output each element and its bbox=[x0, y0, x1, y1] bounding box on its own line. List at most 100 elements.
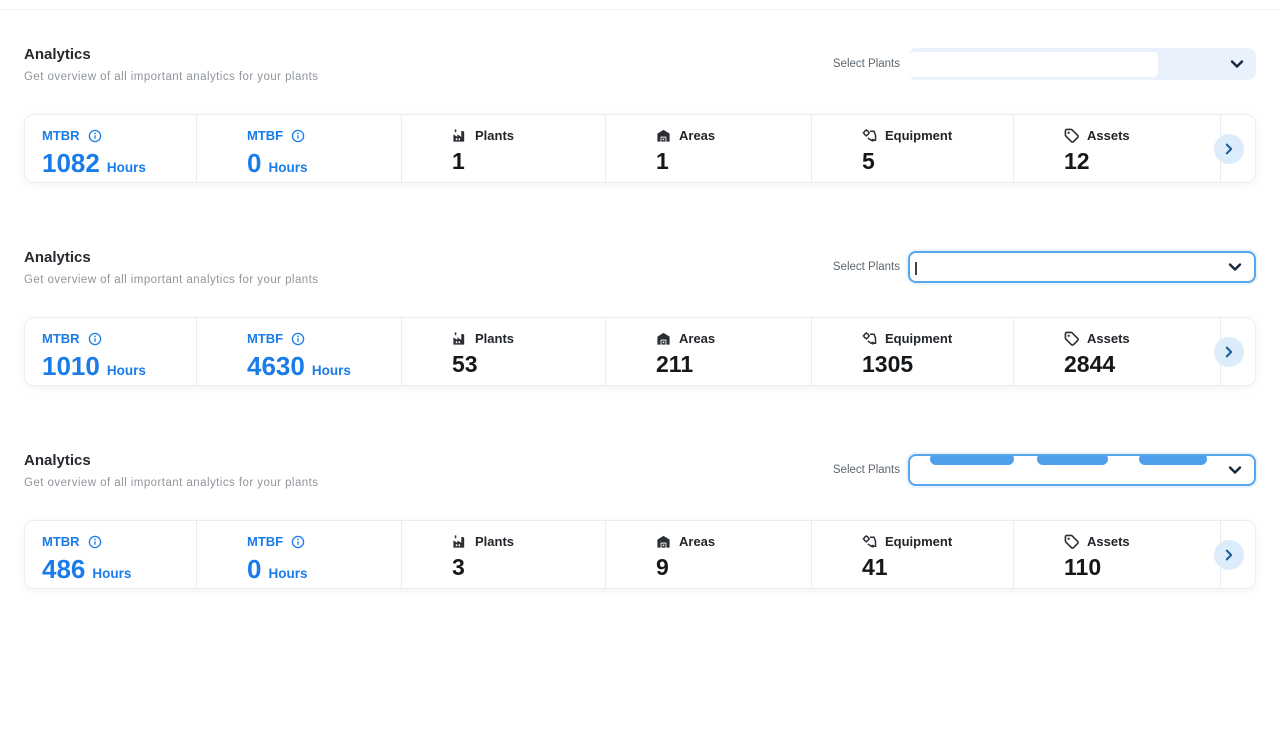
warehouse-icon bbox=[656, 128, 671, 143]
chevron-down-icon[interactable] bbox=[1227, 259, 1243, 275]
section-header: Analytics Get overview of all important … bbox=[24, 249, 318, 286]
hours-unit: Hours bbox=[106, 160, 146, 175]
analytics-summary-card: MTBR 1082 Hours MTBF 0 Hours Plants bbox=[24, 114, 1256, 183]
chevron-down-icon[interactable] bbox=[1227, 462, 1243, 478]
machine-icon bbox=[862, 534, 877, 549]
tag-icon bbox=[1064, 128, 1079, 143]
section-header: Analytics Get overview of all important … bbox=[24, 46, 318, 83]
mtbr-label: MTBR bbox=[42, 331, 80, 346]
select-plants-label: Select Plants bbox=[832, 464, 900, 476]
assets-label: Assets bbox=[1087, 128, 1130, 143]
select-plants-dropdown[interactable] bbox=[908, 251, 1256, 283]
tag-icon bbox=[1064, 331, 1079, 346]
info-icon[interactable] bbox=[291, 535, 305, 549]
assets-value: 110 bbox=[1064, 554, 1102, 580]
page-title: Analytics bbox=[24, 46, 91, 63]
info-icon[interactable] bbox=[88, 332, 102, 346]
factory-icon bbox=[452, 331, 467, 346]
info-icon[interactable] bbox=[291, 332, 305, 346]
page-subtitle: Get overview of all important analytics … bbox=[24, 71, 319, 83]
page-title: Analytics bbox=[24, 249, 91, 266]
stat-mtbr: MTBR 1010 Hours bbox=[25, 318, 197, 385]
stat-assets: Assets 12 bbox=[1014, 115, 1221, 182]
mtbr-label: MTBR bbox=[42, 534, 80, 549]
chevron-down-icon[interactable] bbox=[1229, 56, 1245, 72]
stat-mtbr: MTBR 486 Hours bbox=[25, 521, 197, 588]
analytics-summary-card: MTBR 486 Hours MTBF 0 Hours Plants 3 bbox=[24, 520, 1256, 589]
select-plants-dropdown[interactable] bbox=[908, 454, 1256, 486]
page-subtitle: Get overview of all important analytics … bbox=[24, 477, 319, 489]
equipment-label: Equipment bbox=[885, 128, 953, 143]
areas-value: 9 bbox=[656, 554, 669, 580]
stat-equipment: Equipment 41 bbox=[812, 521, 1014, 588]
mtbf-value: 0 bbox=[247, 148, 262, 178]
hours-unit: Hours bbox=[268, 160, 308, 175]
stat-mtbf: MTBF 0 Hours bbox=[197, 115, 402, 182]
hours-unit: Hours bbox=[311, 363, 351, 378]
info-icon[interactable] bbox=[88, 129, 102, 143]
stat-plants: Plants 53 bbox=[402, 318, 606, 385]
selected-plant-chips bbox=[930, 456, 1207, 465]
stat-areas: Areas 211 bbox=[606, 318, 812, 385]
warehouse-icon bbox=[656, 534, 671, 549]
card-expand-zone bbox=[1214, 521, 1255, 588]
card-expand-button[interactable] bbox=[1214, 133, 1244, 164]
card-expand-zone bbox=[1214, 318, 1255, 385]
selected-plant-chip[interactable] bbox=[1139, 456, 1207, 465]
select-plants-dropdown[interactable] bbox=[908, 48, 1256, 80]
selected-plant-chip[interactable] bbox=[930, 456, 1014, 465]
plants-value: 3 bbox=[452, 554, 465, 580]
card-expand-button[interactable] bbox=[1214, 539, 1244, 570]
info-icon[interactable] bbox=[88, 535, 102, 549]
analytics-section-3: Analytics Get overview of all important … bbox=[0, 452, 1280, 589]
stat-areas: Areas 1 bbox=[606, 115, 812, 182]
stat-plants: Plants 3 bbox=[402, 521, 606, 588]
mtbf-label: MTBF bbox=[247, 534, 284, 549]
plants-label: Plants bbox=[475, 128, 515, 143]
plants-value: 1 bbox=[452, 148, 465, 174]
info-icon[interactable] bbox=[291, 129, 305, 143]
stat-assets: Assets 110 bbox=[1014, 521, 1221, 588]
card-expand-zone bbox=[1214, 115, 1255, 182]
equipment-label: Equipment bbox=[885, 534, 953, 549]
stat-mtbf: MTBF 0 Hours bbox=[197, 521, 402, 588]
plant-search-input[interactable] bbox=[908, 52, 1158, 77]
selected-plant-chip[interactable] bbox=[1037, 456, 1108, 465]
machine-icon bbox=[862, 331, 877, 346]
stat-equipment: Equipment 1305 bbox=[812, 318, 1014, 385]
select-plants-label: Select Plants bbox=[832, 58, 900, 70]
stat-areas: Areas 9 bbox=[606, 521, 812, 588]
mtbr-value: 1082 bbox=[42, 148, 100, 178]
stat-plants: Plants 1 bbox=[402, 115, 606, 182]
factory-icon bbox=[452, 128, 467, 143]
chevron-right-icon bbox=[1222, 142, 1236, 156]
analytics-summary-card: MTBR 1010 Hours MTBF 4630 Hours Plants bbox=[24, 317, 1256, 386]
areas-value: 1 bbox=[656, 148, 669, 174]
areas-label: Areas bbox=[679, 128, 716, 143]
stat-mtbf: MTBF 4630 Hours bbox=[197, 318, 402, 385]
stat-assets: Assets 2844 bbox=[1014, 318, 1221, 385]
assets-value: 12 bbox=[1064, 148, 1090, 174]
mtbr-label: MTBR bbox=[42, 128, 80, 143]
factory-icon bbox=[452, 534, 467, 549]
hours-unit: Hours bbox=[92, 566, 132, 581]
chevron-right-icon bbox=[1222, 345, 1236, 359]
section-header: Analytics Get overview of all important … bbox=[24, 452, 318, 489]
mtbr-value: 486 bbox=[42, 554, 86, 584]
analytics-section-2: Analytics Get overview of all important … bbox=[0, 249, 1280, 386]
mtbf-label: MTBF bbox=[247, 331, 284, 346]
card-expand-button[interactable] bbox=[1214, 336, 1244, 367]
hours-unit: Hours bbox=[106, 363, 146, 378]
analytics-section-1: Analytics Get overview of all important … bbox=[0, 46, 1280, 183]
areas-value: 211 bbox=[656, 351, 694, 377]
stat-mtbr: MTBR 1082 Hours bbox=[25, 115, 197, 182]
plants-value: 53 bbox=[452, 351, 478, 377]
mtbr-value: 1010 bbox=[42, 351, 100, 381]
page-title: Analytics bbox=[24, 452, 91, 469]
tag-icon bbox=[1064, 534, 1079, 549]
equipment-label: Equipment bbox=[885, 331, 953, 346]
assets-label: Assets bbox=[1087, 534, 1130, 549]
areas-label: Areas bbox=[679, 331, 716, 346]
assets-value: 2844 bbox=[1064, 351, 1116, 377]
mtbf-value: 0 bbox=[247, 554, 262, 584]
